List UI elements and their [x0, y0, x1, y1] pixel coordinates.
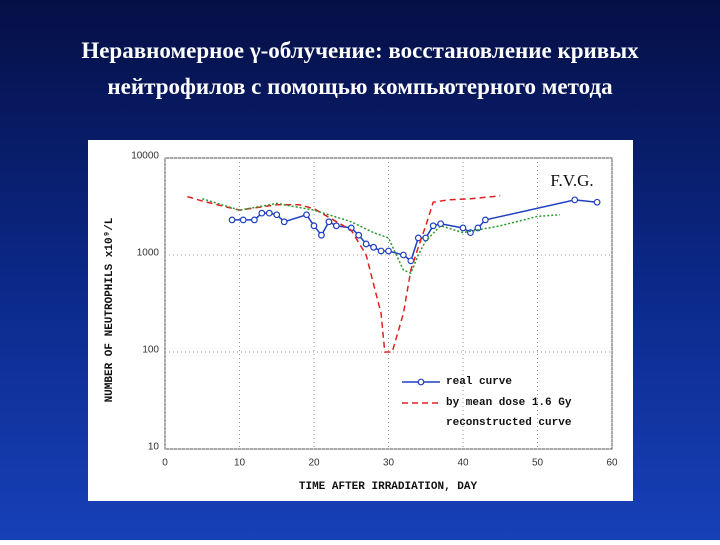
y-axis-label: NUMBER OF NEUTROPHILS x10⁹/L — [104, 217, 116, 402]
y-tick-label: 1000 — [137, 248, 160, 259]
data-point — [429, 222, 437, 230]
chart-panel — [88, 140, 633, 501]
data-point — [385, 247, 392, 255]
data-point — [332, 222, 340, 230]
data-point — [273, 211, 281, 219]
x-tick-label: 20 — [308, 458, 320, 469]
x-tick-label: 60 — [606, 458, 618, 469]
data-point — [370, 243, 378, 251]
y-tick-label: 10000 — [131, 151, 159, 162]
data-point — [377, 247, 385, 255]
x-axis-label: TIME AFTER IRRADIATION, DAY — [299, 481, 478, 493]
data-point — [228, 216, 236, 224]
data-point — [474, 224, 482, 232]
title-line: Неравномерное γ-облучение: восстановлени… — [81, 38, 639, 63]
data-point — [437, 220, 445, 228]
data-point — [593, 198, 601, 206]
annotation: F.V.G. — [550, 171, 593, 190]
x-tick-label: 0 — [162, 458, 168, 469]
legend-entry: real curve — [446, 376, 513, 388]
legend-marker — [417, 378, 425, 386]
x-tick-label: 10 — [234, 458, 246, 469]
y-tick-label: 10 — [148, 442, 160, 453]
data-point — [355, 231, 363, 239]
data-point — [400, 251, 407, 259]
data-point — [459, 224, 467, 232]
x-tick-label: 30 — [383, 458, 395, 469]
data-point — [571, 196, 579, 204]
title-line: нейтрофилов с помощью компьютерного мето… — [107, 74, 613, 99]
data-point — [481, 216, 489, 224]
y-tick-label: 100 — [142, 345, 159, 356]
data-point — [258, 209, 266, 217]
data-point — [280, 218, 288, 226]
x-tick-label: 50 — [532, 458, 544, 469]
legend-label: real curve — [446, 376, 513, 388]
data-point — [325, 218, 333, 226]
data-point — [407, 257, 415, 265]
x-tick-label: 40 — [457, 458, 469, 469]
data-point — [239, 216, 247, 224]
data-point — [303, 211, 310, 219]
series-line — [202, 198, 560, 275]
data-point — [265, 209, 273, 217]
data-point — [310, 222, 318, 230]
series-line — [187, 194, 501, 353]
legend-entry: by mean dose 1.6 Gy reconstructed curve — [446, 397, 572, 429]
data-point — [362, 240, 370, 248]
legend-label: by mean dose 1.6 Gy reconstructed curve — [446, 397, 572, 429]
data-point — [250, 216, 258, 224]
data-point — [318, 231, 325, 239]
